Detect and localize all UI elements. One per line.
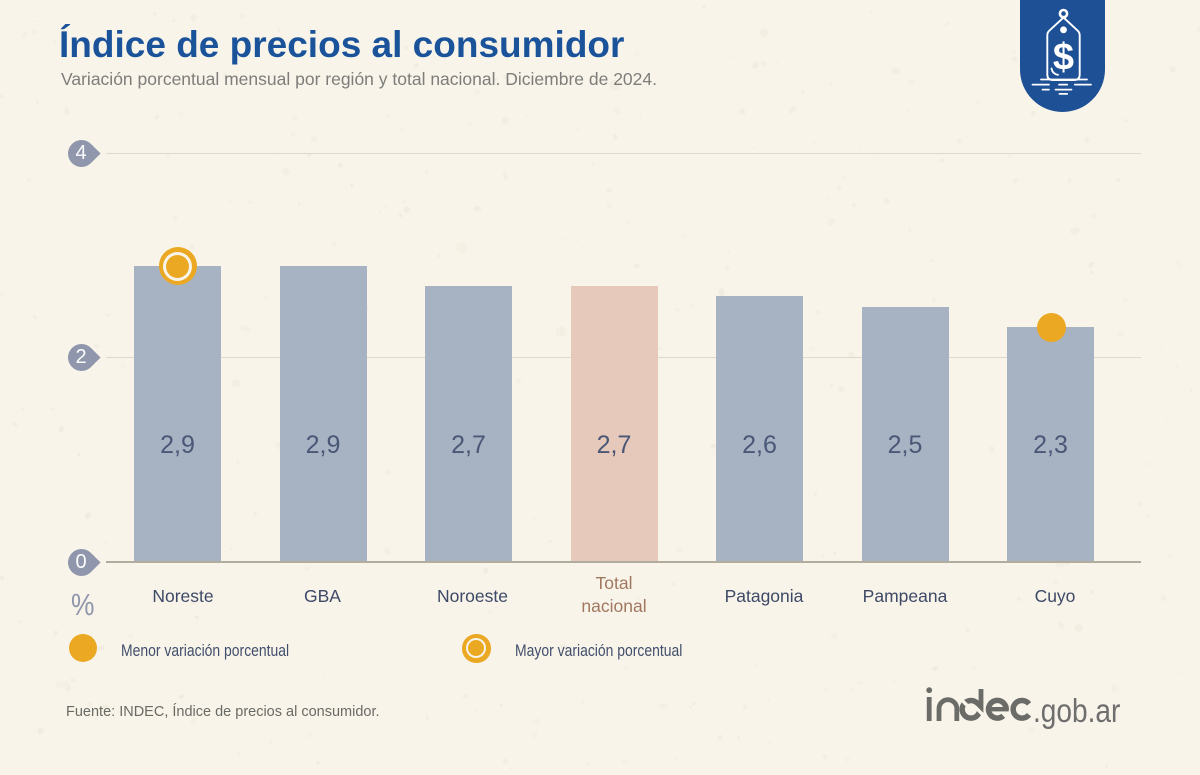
svg-text:$: $ xyxy=(1053,37,1074,79)
